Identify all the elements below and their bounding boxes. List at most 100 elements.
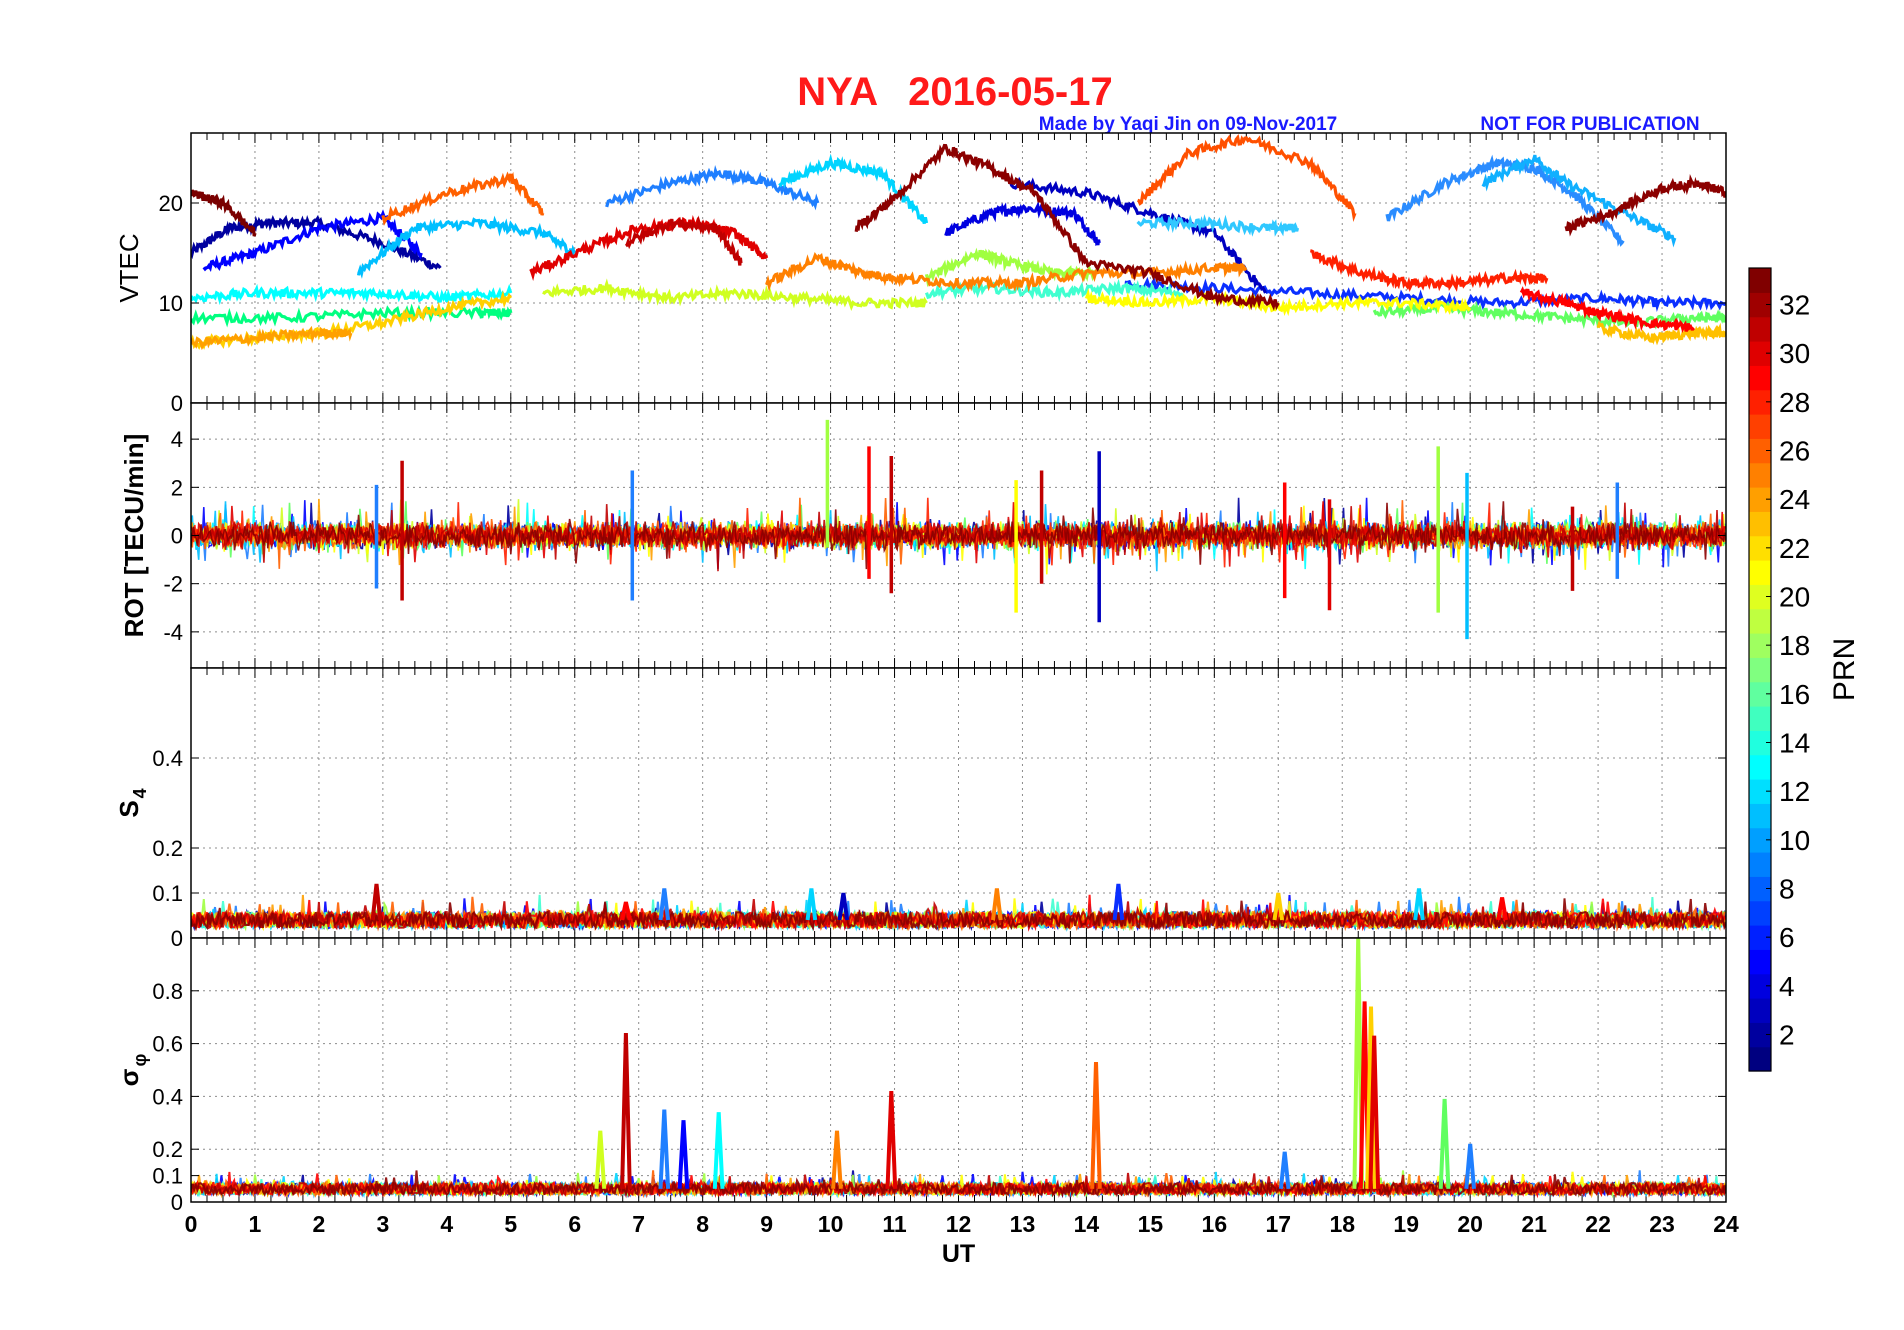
colorbar-bin xyxy=(1749,681,1771,707)
y-axis-label: σφ xyxy=(114,1054,150,1087)
colorbar-bin xyxy=(1749,754,1771,780)
x-tick-label: 3 xyxy=(376,1211,389,1237)
sigma-phi-peak xyxy=(831,1130,843,1189)
colorbar-bin xyxy=(1749,414,1771,439)
y-tick-label: 0.4 xyxy=(152,746,183,771)
colorbar-tick-label: 20 xyxy=(1779,582,1810,613)
s4-peak xyxy=(370,883,383,921)
y-tick-label: 10 xyxy=(159,291,183,316)
colorbar-tick-label: 22 xyxy=(1779,533,1810,564)
panel-s4: 0 0.1 0.2 0.4S4 xyxy=(114,667,1727,951)
y-tick-label: 0.6 xyxy=(152,1032,183,1057)
s4-peak xyxy=(1272,892,1285,921)
colorbar-frame xyxy=(1748,267,1772,1072)
colorbar-bin xyxy=(1749,900,1771,926)
colorbar-label: PRN xyxy=(1828,638,1861,701)
colorbar-bin xyxy=(1749,389,1771,415)
s4-peak xyxy=(1112,883,1125,921)
x-tick-label: 13 xyxy=(1010,1211,1036,1237)
x-tick-label: 4 xyxy=(440,1211,453,1237)
x-tick-label: 5 xyxy=(504,1211,517,1237)
vtec-series-prn-8 xyxy=(605,165,820,211)
colorbar-bin xyxy=(1749,949,1771,975)
vtec-series-prn-5 xyxy=(1124,276,1726,313)
s4-peak xyxy=(805,888,818,921)
y-tick-label: 0 xyxy=(171,391,183,416)
rot-noise-trace xyxy=(191,502,1726,572)
vtec-series-prn-24 xyxy=(191,325,353,351)
sigma-phi-peak xyxy=(885,1091,898,1189)
colorbar-tick-label: 26 xyxy=(1779,436,1810,467)
y-axis-label: VTEC xyxy=(114,233,144,302)
vtec-series-prn-7 xyxy=(1008,176,1267,294)
colorbar-bin xyxy=(1749,730,1771,756)
x-tick-label: 17 xyxy=(1265,1211,1291,1237)
colorbar-bin xyxy=(1749,292,1771,318)
series-group xyxy=(191,133,1726,351)
vtec-series-prn-6 xyxy=(944,201,1101,247)
colorbar-tick-label: 12 xyxy=(1779,776,1810,807)
vtec-series-prn-12 xyxy=(1136,214,1300,237)
x-tick-label: 22 xyxy=(1585,1211,1611,1237)
x-tick-label: 15 xyxy=(1138,1211,1164,1237)
x-tick-label: 16 xyxy=(1202,1211,1228,1237)
prn-colorbar: 32 30 28 26 24 22 20 18 16 14 12 10 8 6 4 2 PRN xyxy=(1748,267,1861,1072)
date-label: 2016-05-17 xyxy=(908,70,1113,114)
vtec-series-prn-28 xyxy=(1310,249,1549,292)
x-tick-label: 14 xyxy=(1074,1211,1100,1237)
sigma-phi-trace xyxy=(191,1170,1726,1199)
x-tick-label: 24 xyxy=(1713,1211,1739,1237)
vtec-series-prn-13 xyxy=(1481,154,1677,248)
colorbar-tick-label: 2 xyxy=(1779,1020,1795,1051)
colorbar-tick-label: 14 xyxy=(1779,728,1810,759)
sigma-phi-peak xyxy=(1438,1098,1451,1189)
colorbar-tick-label: 6 xyxy=(1779,922,1795,953)
sigma-phi-peak xyxy=(1090,1062,1102,1189)
credit-text: Made by Yaqi Jin on 09-Nov-2017 xyxy=(1039,114,1337,135)
colorbar-bin xyxy=(1749,657,1771,683)
disclaimer-text: NOT FOR PUBLICATION xyxy=(1480,114,1699,135)
y-tick-label: 0 xyxy=(171,1190,183,1215)
sigma-phi-peak xyxy=(594,1130,607,1189)
vtec-series-prn-14 xyxy=(191,283,513,306)
sigma-phi-peak xyxy=(620,1032,632,1189)
vtec-series-prn-23 xyxy=(1596,320,1726,346)
colorbar-tick-label: 28 xyxy=(1779,387,1810,418)
y-tick-label: 2 xyxy=(171,475,183,500)
x-tick-label: 7 xyxy=(632,1211,645,1237)
colorbar-bin xyxy=(1749,535,1771,561)
sigma-phi-peak xyxy=(712,1112,725,1189)
rot-noise-trace xyxy=(191,501,1726,570)
x-tick-label: 2 xyxy=(313,1211,326,1237)
y-tick-label: 0.8 xyxy=(152,979,183,1004)
s4-peak xyxy=(991,888,1003,921)
vtec-series-prn-32 xyxy=(854,143,1280,311)
y-axis-label: S4 xyxy=(114,788,150,817)
vtec-series-prn-11 xyxy=(778,153,929,224)
x-tick-label: 12 xyxy=(946,1211,972,1237)
colorbar-bin xyxy=(1749,633,1771,658)
vtec-series-prn-32 xyxy=(1564,174,1726,237)
colorbar-bin xyxy=(1749,998,1771,1023)
colorbar-bin xyxy=(1749,560,1771,585)
sigma-phi-peak xyxy=(677,1120,690,1189)
vtec-series-prn-18 xyxy=(924,247,1101,288)
y-tick-label: 4 xyxy=(171,427,183,452)
vtec-series-prn-25 xyxy=(765,251,1248,293)
x-tick-label: 19 xyxy=(1393,1211,1419,1237)
vtec-series-prn-16 xyxy=(191,303,513,328)
colorbar-tick-label: 24 xyxy=(1779,484,1810,515)
vtec-series-prn-10 xyxy=(356,215,577,279)
y-tick-label: 0.4 xyxy=(152,1084,183,1109)
y-tick-label: 20 xyxy=(159,191,183,216)
series-group xyxy=(191,883,1726,932)
colorbar-bin xyxy=(1749,608,1771,634)
s4-trace xyxy=(191,898,1726,932)
vtec-series-prn-19 xyxy=(542,278,928,311)
colorbar-bin xyxy=(1749,827,1771,853)
s4-peak xyxy=(1413,888,1425,921)
colorbar-bin xyxy=(1749,1022,1771,1048)
